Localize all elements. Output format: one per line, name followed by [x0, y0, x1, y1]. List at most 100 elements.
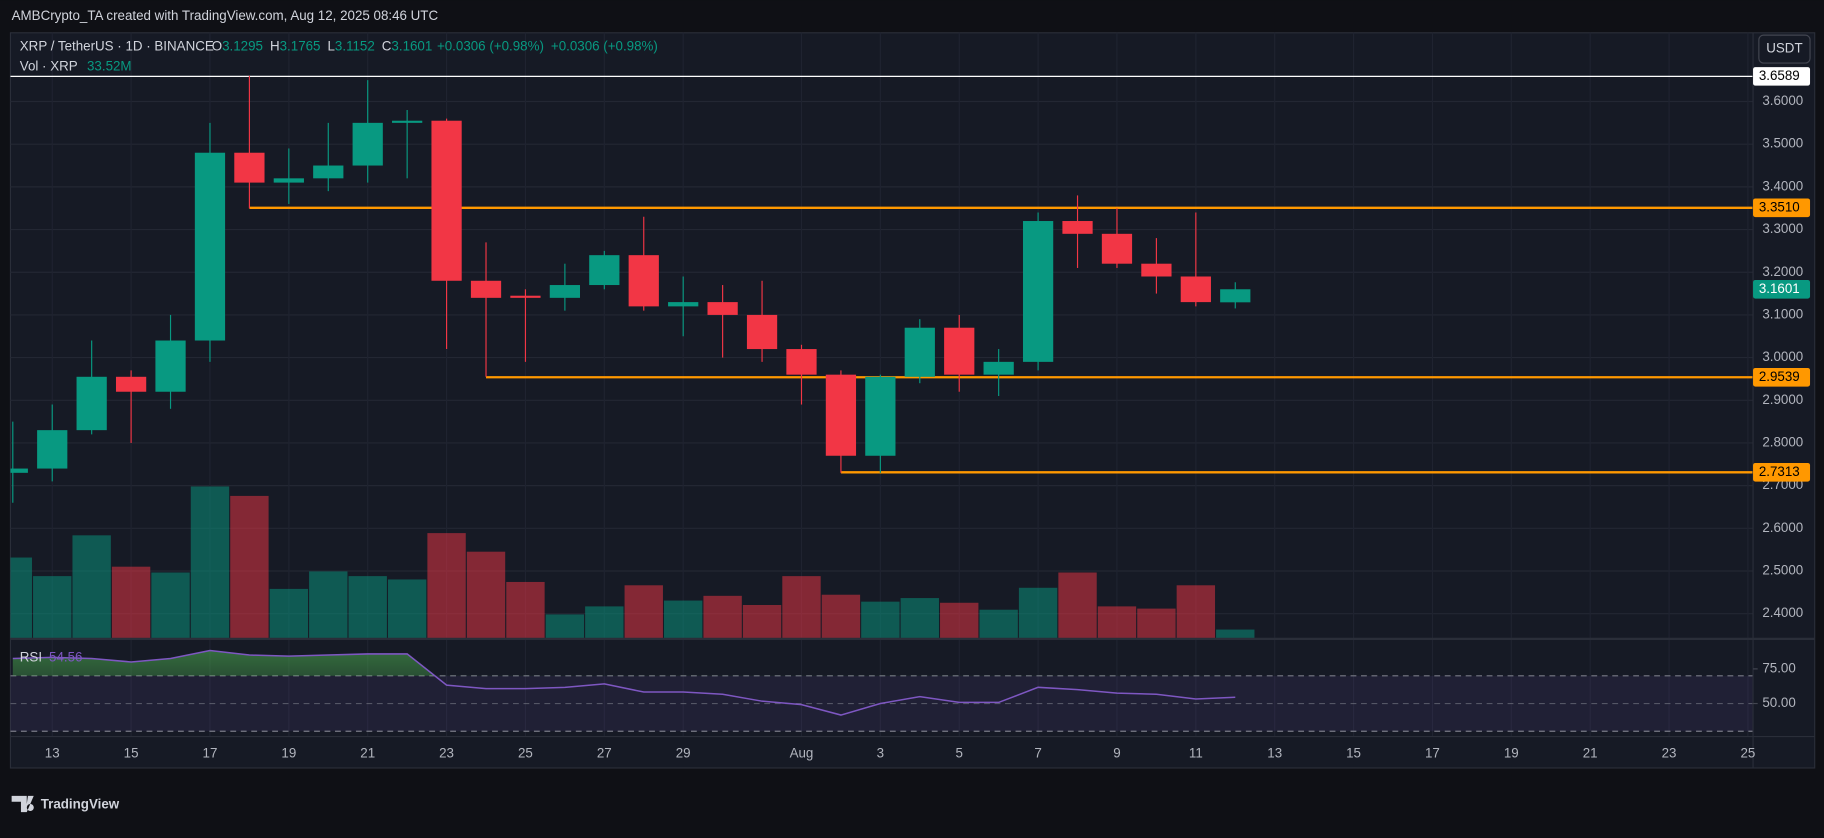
volume-bar [1216, 629, 1255, 639]
y-tick-label: 2.8000 [1762, 434, 1803, 449]
rsi-value: 54.56 [49, 649, 82, 664]
volume-bar [979, 609, 1018, 639]
ohlc-value: 3.1601 [391, 38, 432, 53]
y-tick-label: 3.6000 [1762, 93, 1803, 108]
x-tick-label: 9 [1113, 746, 1120, 761]
volume-bar [348, 576, 387, 639]
price-tag [1753, 279, 1811, 299]
x-tick-label: 21 [360, 746, 375, 761]
candle-body [668, 302, 699, 307]
y-tick-label: 3.4000 [1762, 178, 1803, 193]
level-tag-label: 2.7313 [1759, 464, 1800, 479]
currency-button[interactable] [1758, 34, 1811, 64]
candle-body [825, 374, 857, 456]
x-tick-label: 23 [1662, 746, 1677, 761]
y-tick-label: 2.6000 [1762, 520, 1803, 535]
volume-bar [1097, 606, 1137, 639]
volume-bar [151, 572, 190, 639]
y-tick-label: 2.5000 [1762, 563, 1803, 578]
candle-body [234, 152, 265, 183]
axis-layer: 2.40002.50002.60002.70002.80002.90003.00… [45, 67, 1811, 761]
x-tick-label: 25 [518, 746, 533, 761]
rsi-name: RSI [20, 649, 42, 664]
candle-body [1220, 289, 1251, 303]
y-tick-label: 2.4000 [1762, 605, 1803, 620]
candle-body [865, 376, 896, 456]
x-tick-label: 3 [877, 746, 884, 761]
x-tick-label: 19 [1504, 746, 1519, 761]
volume-legend: Vol · XRP 33.52M [20, 58, 132, 73]
volume-name: Vol · XRP [20, 58, 78, 73]
volume-bar [742, 604, 782, 639]
level-tag [1753, 462, 1811, 482]
logo-mark [11, 795, 34, 813]
candle-body [37, 430, 68, 469]
change: +0.0306 (+0.98%) [437, 38, 544, 53]
logo: TradingView [11, 795, 120, 813]
candle-body [1101, 233, 1133, 264]
candle-body [510, 295, 541, 298]
volume-bar [427, 533, 466, 639]
y-tick-label: 3.0000 [1762, 349, 1803, 364]
candle-body [76, 376, 107, 431]
level-tag [1753, 198, 1811, 218]
candle-body [549, 285, 581, 298]
x-tick-label: 17 [1425, 746, 1440, 761]
volume-bar [466, 551, 506, 639]
x-tick-label: 25 [1740, 746, 1755, 761]
grid-layer [10, 32, 1754, 737]
candle-layer [10, 75, 1251, 503]
volume-bar [33, 576, 72, 639]
x-tick-label: 21 [1583, 746, 1598, 761]
rsi-layer [10, 649, 1754, 732]
levels-layer [10, 75, 1754, 474]
candle-body [1141, 263, 1172, 277]
candle-body [707, 302, 738, 315]
ohlc-key: H [270, 38, 280, 53]
level-tag-label: 2.9539 [1759, 369, 1800, 384]
change: +0.0306 (+0.98%) [551, 38, 658, 53]
ohlc-value: 3.1152 [335, 38, 375, 53]
candle-body [352, 122, 383, 166]
rsi-line [12, 649, 1236, 716]
currency[interactable]: USDT [1766, 41, 1802, 56]
volume-bar [1176, 585, 1216, 639]
candle-body [1180, 276, 1211, 303]
volume-bar [72, 535, 111, 639]
rsi-overbought-fill [12, 650, 1236, 676]
candle-body [1062, 221, 1093, 234]
candle-body [155, 340, 186, 392]
ohlc-key: C [382, 38, 392, 53]
volume-bar [190, 486, 230, 639]
candle-body [1022, 221, 1054, 362]
rsi-tick-label: 50.00 [1762, 695, 1795, 710]
volume-bar [1018, 587, 1058, 639]
level-tag-label: 3.6589 [1759, 68, 1800, 83]
candle-body [431, 120, 462, 281]
volume-bar [821, 594, 861, 639]
y-tick-label: 2.9000 [1762, 392, 1803, 407]
volume-bar [269, 588, 309, 639]
volume-bar [861, 601, 900, 639]
volume-bar [585, 606, 624, 639]
x-tick-label: 23 [439, 746, 454, 761]
ohlc-value: 3.1765 [280, 38, 321, 53]
level-tag [1753, 367, 1811, 387]
x-tick-label: Aug [790, 746, 814, 761]
attribution: AMBCrypto_TA created with TradingView.co… [12, 8, 439, 23]
volume-bar [624, 585, 663, 639]
x-tick-label: 29 [676, 746, 691, 761]
candle-body [628, 255, 659, 307]
candle-body [313, 165, 344, 179]
level-tag [1753, 67, 1811, 86]
volume-bar [900, 598, 939, 639]
ohlc-key: L [327, 38, 334, 53]
x-tick-label: 7 [1034, 746, 1041, 761]
rsi-legend: RSI 54.56 [20, 649, 83, 664]
x-tick-label: 5 [956, 746, 963, 761]
x-tick-label: 27 [597, 746, 612, 761]
ohlc-readout: O3.1295 H3.1765 L3.1152 C3.1601 +0.0306 (+0.… [212, 38, 658, 53]
x-tick-label: 15 [1346, 746, 1361, 761]
